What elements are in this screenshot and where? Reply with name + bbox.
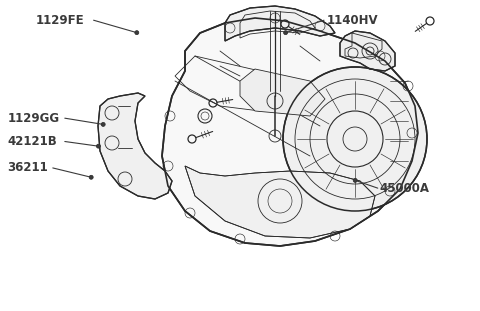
Circle shape bbox=[101, 123, 105, 126]
Text: 1129GG: 1129GG bbox=[7, 112, 60, 125]
Polygon shape bbox=[240, 69, 325, 116]
Text: 1140HV: 1140HV bbox=[326, 14, 378, 27]
Polygon shape bbox=[162, 18, 418, 246]
Circle shape bbox=[135, 31, 139, 35]
Text: 42121B: 42121B bbox=[7, 135, 57, 148]
Circle shape bbox=[283, 67, 427, 211]
Circle shape bbox=[353, 179, 357, 182]
Polygon shape bbox=[225, 6, 335, 41]
Circle shape bbox=[96, 144, 100, 148]
Circle shape bbox=[284, 31, 288, 35]
Polygon shape bbox=[98, 93, 172, 199]
Polygon shape bbox=[340, 31, 395, 71]
Circle shape bbox=[89, 175, 93, 179]
Text: 1129FE: 1129FE bbox=[36, 14, 84, 27]
Text: 36211: 36211 bbox=[7, 161, 48, 174]
Polygon shape bbox=[185, 166, 375, 238]
Text: 45000A: 45000A bbox=[379, 182, 429, 195]
